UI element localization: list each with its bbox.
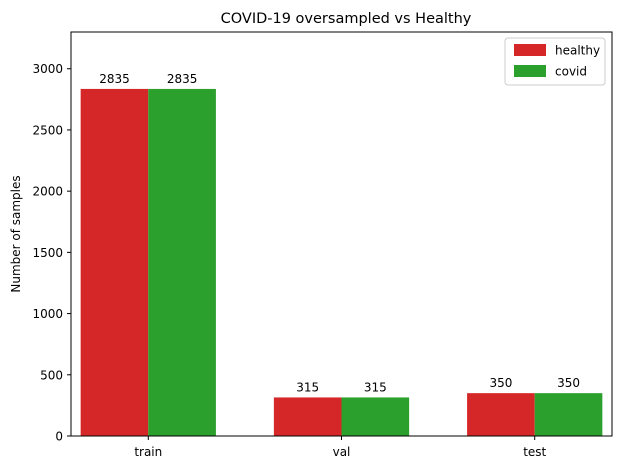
x-tick-label: test [523, 445, 546, 459]
plot-area: 2835 2835 315 315 350 350 0 500 1000 1500 2000 2500… [32, 31, 613, 459]
bar-value-label: 2835 [167, 72, 198, 86]
y-tick-label: 0 [55, 430, 63, 444]
x-tick-label: val [333, 445, 351, 459]
bar-value-label: 350 [557, 376, 580, 390]
x-tick-label: train [134, 445, 162, 459]
bar-value-label: 350 [489, 376, 512, 390]
bar-covid-train [148, 88, 216, 436]
bar-covid-test [534, 393, 603, 436]
legend-swatch-covid [514, 65, 546, 77]
y-axis-label: Number of samples [9, 175, 23, 292]
bar-value-label: 2835 [99, 72, 130, 86]
bar-covid-val [341, 397, 410, 436]
bar-healthy-test [467, 393, 535, 436]
y-tick-label: 1500 [32, 246, 63, 260]
bar-healthy-val [273, 397, 342, 436]
y-tick-label: 500 [40, 368, 63, 382]
y-tick-label: 2500 [32, 123, 63, 137]
legend-label-healthy: healthy [555, 44, 600, 58]
y-tick-label: 2000 [32, 185, 63, 199]
legend-swatch-healthy [514, 44, 546, 56]
legend-label-covid: covid [555, 65, 587, 79]
y-tick-label: 1000 [32, 307, 63, 321]
bar-value-label: 315 [364, 380, 387, 394]
chart-title: COVID-19 oversampled vs Healthy [221, 11, 472, 27]
bar-healthy-train [80, 88, 149, 436]
y-tick-label: 3000 [32, 62, 63, 76]
bar-value-label: 315 [296, 380, 319, 394]
